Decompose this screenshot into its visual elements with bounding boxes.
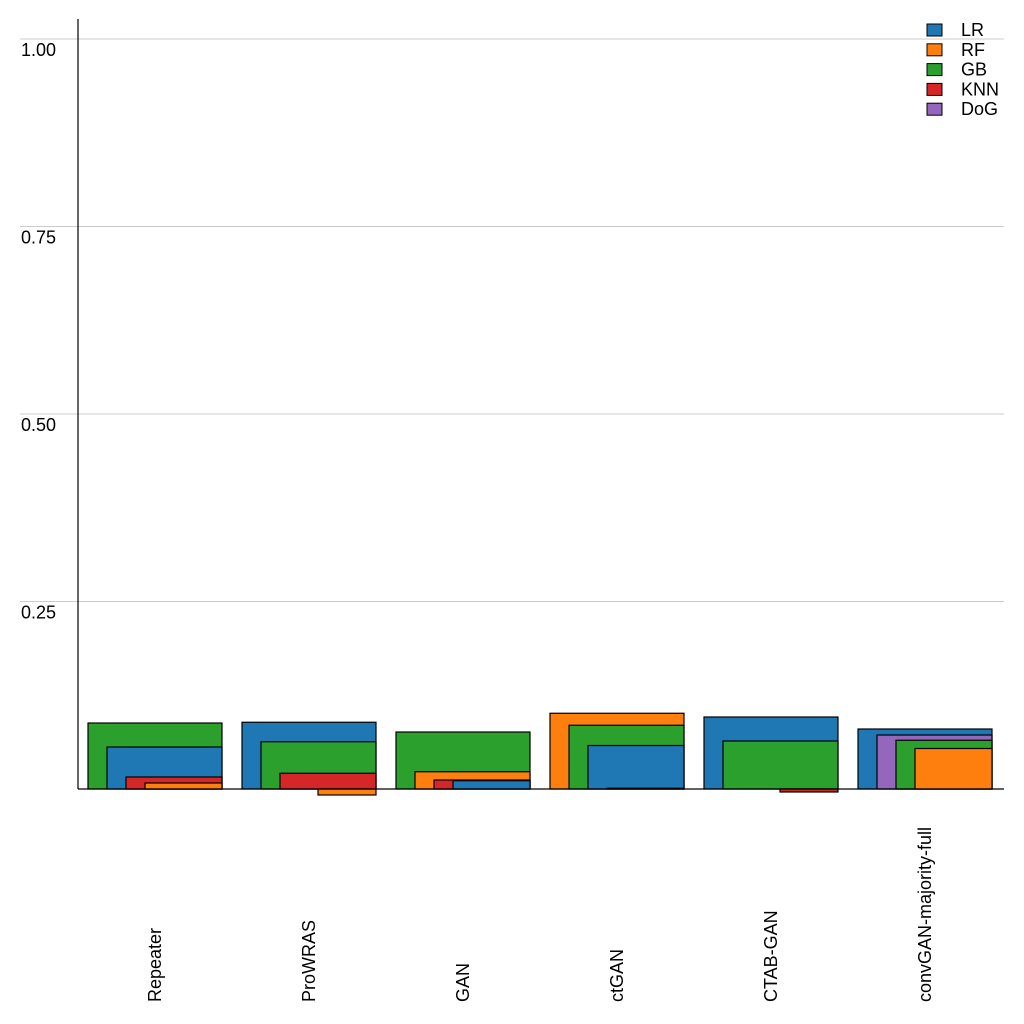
legend-label: GB bbox=[961, 60, 987, 80]
bar-gb-ctab-gan bbox=[722, 740, 839, 790]
y-tick-label: 0.25 bbox=[21, 603, 56, 623]
legend-label: KNN bbox=[961, 79, 999, 99]
legend-label: DoG bbox=[961, 99, 998, 119]
legend-swatch bbox=[926, 63, 943, 77]
x-tick-label: convGAN-majority-full bbox=[915, 827, 935, 1002]
legend-item-knn: KNN bbox=[926, 79, 999, 99]
bar-knn-prowras bbox=[279, 772, 377, 790]
bar-rf-prowras bbox=[317, 788, 377, 796]
y-tick-labels: 0.25 0.50 0.75 1.00 bbox=[21, 40, 56, 623]
x-tick-label: CTAB-GAN bbox=[761, 910, 781, 1002]
y-tick-label: 1.00 bbox=[21, 40, 56, 60]
legend-label: LR bbox=[961, 20, 984, 40]
bar-group bbox=[549, 712, 685, 790]
bar-group bbox=[857, 728, 993, 790]
legend-item-dog: DoG bbox=[926, 99, 998, 119]
bar-group bbox=[395, 731, 531, 790]
bar-group bbox=[703, 716, 839, 793]
bar-lr-ctgan bbox=[587, 744, 685, 790]
legend-swatch bbox=[926, 82, 943, 96]
x-tick-labels: Repeater ProWRAS GAN ctGAN CTAB-GAN convGAN-m… bbox=[145, 827, 935, 1002]
legend-swatch bbox=[926, 102, 943, 116]
bar-rf-repeater bbox=[144, 782, 223, 790]
bar-rf-convgan-majority-full bbox=[914, 747, 993, 790]
x-tick-label: Repeater bbox=[145, 928, 165, 1002]
y-tick-label: 0.75 bbox=[21, 228, 56, 248]
bar-group bbox=[87, 722, 223, 790]
legend-label: RF bbox=[961, 40, 985, 60]
bar-group bbox=[241, 721, 377, 796]
gridlines bbox=[20, 38, 1004, 602]
legend-item-gb: GB bbox=[926, 60, 987, 80]
y-tick-label: 0.50 bbox=[21, 415, 56, 435]
legend-item-lr: LR bbox=[926, 20, 984, 40]
x-tick-label: GAN bbox=[453, 963, 473, 1002]
bars bbox=[87, 712, 993, 796]
legend-swatch bbox=[926, 23, 943, 37]
legend-item-rf: RF bbox=[926, 40, 985, 60]
legend-swatch bbox=[926, 43, 943, 57]
x-tick-label: ProWRAS bbox=[299, 920, 319, 1002]
x-tick-label: ctGAN bbox=[607, 949, 627, 1002]
bar-lr-gan bbox=[452, 780, 531, 790]
